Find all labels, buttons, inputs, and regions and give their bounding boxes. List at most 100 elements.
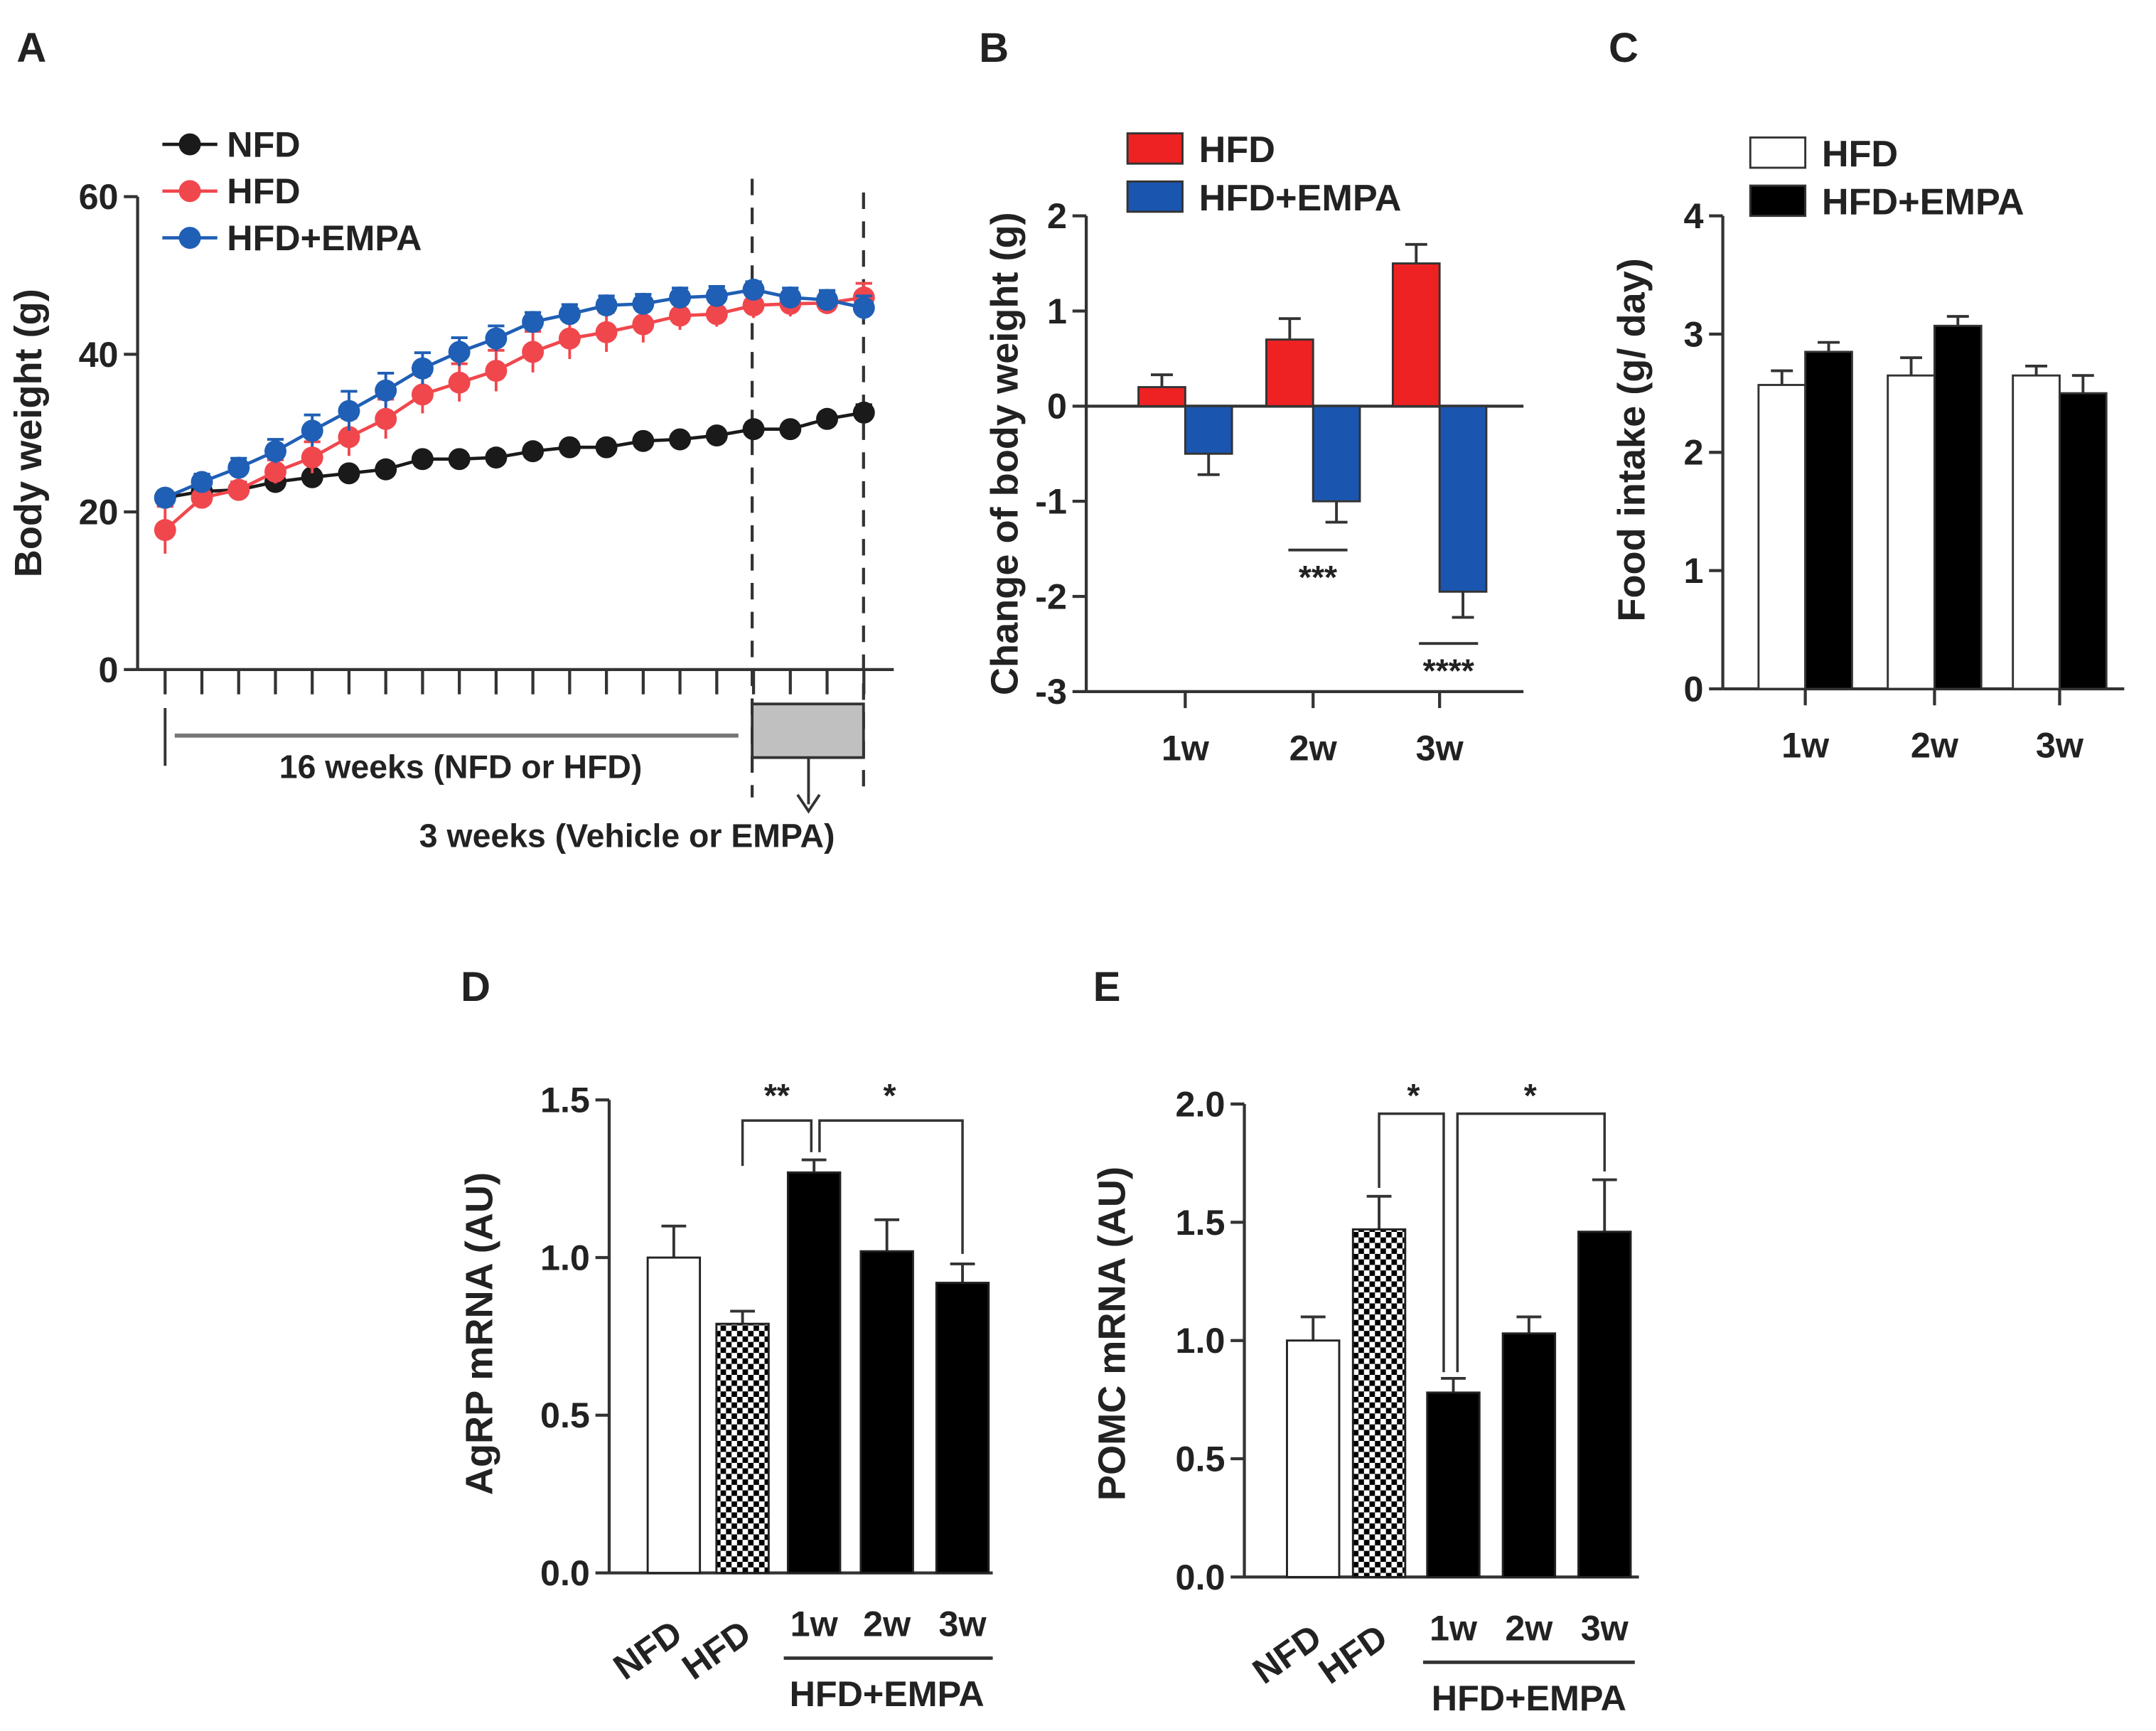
bar-hfd-empa-2w — [859, 1250, 914, 1575]
panel-b-x-tick-label: 3w — [1416, 728, 1464, 768]
data-point — [705, 284, 728, 307]
data-point — [816, 289, 839, 311]
data-point — [632, 429, 655, 452]
panel-b-y-tick-label: 1 — [1047, 291, 1067, 331]
data-point — [669, 304, 692, 327]
significance-label: * — [1407, 1077, 1420, 1114]
data-point — [448, 448, 471, 471]
panel-d-x-tick-label: 1w — [790, 1604, 839, 1644]
bar-hfd-empa-1w — [1184, 404, 1233, 455]
data-point — [595, 436, 618, 459]
significance-label: * — [1524, 1077, 1538, 1114]
data-point — [301, 466, 323, 488]
bar-hfd-empa-1w — [786, 1171, 842, 1575]
bar-hfd-3w — [1391, 262, 1441, 407]
data-point — [448, 371, 471, 394]
significance-label: **** — [1423, 652, 1475, 689]
timeline-label-3-weeks: 3 weeks (Vehicle or EMPA) — [419, 817, 835, 854]
bar-hfd-1w — [1757, 384, 1807, 690]
panel-label-d: D — [461, 964, 490, 1010]
data-point — [632, 313, 655, 336]
data-point — [485, 360, 508, 382]
bar-hfd-2w — [1265, 338, 1314, 407]
data-point — [595, 321, 618, 343]
data-point — [558, 327, 581, 350]
data-point — [558, 436, 581, 459]
panel-c-x-tick-label: 2w — [1911, 725, 1959, 766]
data-point — [522, 341, 545, 363]
significance-label: *** — [1299, 559, 1338, 596]
data-point — [411, 448, 434, 471]
legend-marker — [178, 180, 201, 203]
panel-b-y-tick-label: -2 — [1035, 576, 1067, 616]
data-point — [852, 296, 875, 319]
panel-d-x-tick-label: NFD — [606, 1612, 689, 1688]
panel-d-y-tick-label: 1.5 — [540, 1080, 590, 1120]
data-point — [522, 440, 545, 463]
data-point — [301, 446, 323, 469]
data-point — [669, 286, 692, 309]
data-point — [411, 357, 434, 380]
significance-bracket — [1378, 1112, 1445, 1373]
data-point — [264, 461, 286, 483]
bar-hfd-3w — [2012, 374, 2061, 690]
data-point — [301, 419, 323, 442]
panel-d-y-tick-label: 0.5 — [540, 1395, 590, 1435]
panel-a-y-tick-label: 0 — [99, 649, 119, 690]
panel-c-y-tick-label: 4 — [1684, 195, 1704, 236]
data-point — [227, 456, 250, 479]
panel-b-y-label: Change of body weight (g) — [983, 212, 1026, 695]
panel-label-c: C — [1609, 25, 1639, 71]
data-point — [558, 303, 581, 326]
legend-swatch — [1749, 184, 1807, 218]
panel-e-x-tick-label: HFD — [1312, 1617, 1395, 1692]
significance-bracket — [741, 1119, 813, 1167]
panel-c-y-tick-label: 2 — [1684, 432, 1704, 473]
panel-d-x-tick-label: HFD — [675, 1612, 758, 1688]
bar-hfd-empa-2w — [1312, 404, 1361, 503]
significance-label: * — [884, 1077, 897, 1114]
data-point — [264, 440, 286, 463]
panel-label-b: B — [979, 25, 1009, 71]
bar-hfd — [715, 1322, 770, 1575]
panel-d-x-tick-label: 2w — [863, 1604, 911, 1644]
panel-b-x-tick-label: 2w — [1289, 728, 1338, 768]
panel-e-x-tick-label: 3w — [1581, 1607, 1629, 1648]
panel-a-y-label: Body weight (g) — [7, 289, 50, 577]
series-line-hfd — [163, 296, 864, 532]
data-point — [191, 486, 213, 509]
panel-c-x-tick-label: 3w — [2036, 725, 2084, 766]
data-point — [705, 424, 728, 447]
panel-e-y-tick-label: 2.0 — [1176, 1083, 1226, 1124]
panel-c-y-tick-label: 0 — [1684, 668, 1704, 709]
data-point — [522, 311, 545, 333]
bar-hfd-1w — [1137, 386, 1186, 407]
data-point — [779, 286, 802, 309]
data-point — [742, 278, 765, 301]
group-label: HFD+EMPA — [790, 1673, 985, 1714]
arrow-down-icon — [796, 793, 821, 814]
data-point — [375, 458, 397, 481]
legend-label: NFD — [227, 124, 300, 164]
data-point — [448, 341, 471, 363]
panel-label-e: E — [1093, 964, 1121, 1010]
panel-e-y-tick-label: 0.5 — [1176, 1438, 1226, 1479]
data-point — [154, 519, 176, 542]
panel-a-y-tick-label: 20 — [79, 492, 119, 532]
panel-b-y-tick-label: -3 — [1035, 671, 1067, 712]
legend-marker — [178, 133, 201, 156]
data-point — [632, 292, 655, 315]
data-point — [191, 471, 213, 493]
bar-hfd-empa-2w — [1501, 1332, 1557, 1578]
panel-c-x-tick-label: 1w — [1781, 725, 1830, 766]
panel-e-y-tick-label: 1.5 — [1176, 1202, 1226, 1243]
significance-bracket — [1456, 1112, 1606, 1373]
legend-label: HFD+EMPA — [227, 218, 422, 258]
data-point — [338, 426, 360, 449]
legend-label: HFD — [1822, 134, 1898, 175]
legend-label: HFD+EMPA — [1822, 182, 2024, 223]
legend-label: HFD — [1199, 129, 1275, 171]
panel-e-y-tick-label: 0.0 — [1176, 1557, 1226, 1597]
panel-label-a: A — [16, 25, 46, 71]
panel-c-y-tick-label: 3 — [1684, 313, 1704, 354]
